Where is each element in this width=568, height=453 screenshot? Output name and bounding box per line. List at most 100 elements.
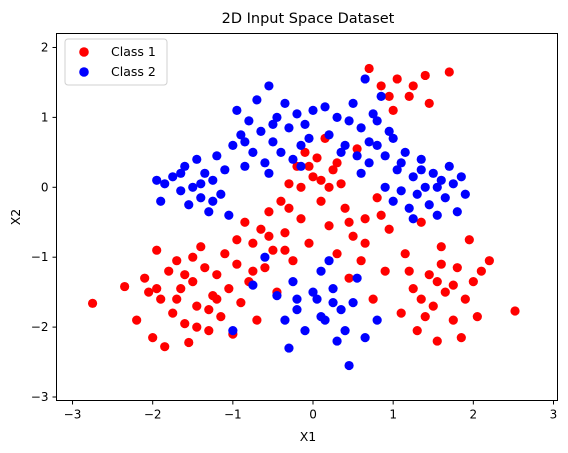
point-class-1-117	[324, 182, 334, 192]
point-class-1-79	[444, 67, 454, 77]
point-class-2-50	[360, 74, 370, 84]
point-class-1-87	[476, 266, 486, 276]
point-class-2-57	[388, 196, 398, 206]
point-class-1-1	[120, 281, 130, 292]
point-class-2-4	[176, 186, 186, 196]
point-class-2-2	[160, 179, 170, 189]
point-class-1-107	[404, 266, 414, 276]
y-axis-label: X2	[8, 209, 23, 226]
point-class-2-69	[436, 175, 446, 185]
point-class-1-95	[192, 322, 202, 332]
point-class-1-62	[376, 81, 386, 91]
point-class-2-90	[228, 326, 238, 336]
x-tick-label: 1	[389, 408, 397, 422]
point-class-2-100	[208, 196, 218, 206]
point-class-1-103	[332, 158, 342, 168]
point-class-2-20	[240, 161, 250, 171]
point-class-1-110	[448, 280, 458, 290]
point-class-1-11	[172, 256, 182, 266]
point-class-2-86	[360, 332, 370, 343]
point-class-1-111	[436, 259, 446, 269]
point-class-2-22	[248, 147, 258, 157]
point-class-1-58	[360, 214, 370, 224]
point-class-1-7	[156, 294, 166, 304]
x-axis: −3 −2 −1 0 1 2 3	[64, 400, 557, 422]
point-class-1-83	[460, 294, 470, 304]
point-class-2-106	[408, 214, 418, 224]
point-class-1-104	[344, 217, 354, 227]
x-axis-label: X1	[300, 429, 317, 444]
point-class-2-78	[284, 343, 294, 353]
point-class-1-30	[248, 238, 258, 248]
point-class-2-8	[192, 154, 202, 164]
point-class-1-80	[448, 315, 458, 325]
point-class-1-13	[180, 319, 190, 329]
point-class-1-46	[312, 153, 322, 163]
point-class-2-83	[324, 256, 334, 266]
point-class-2-9	[196, 193, 206, 203]
point-class-1-66	[392, 74, 402, 84]
point-class-2-53	[372, 140, 382, 150]
point-class-1-93	[204, 305, 214, 315]
point-class-1-54	[344, 273, 354, 283]
y-tick-label: 0	[41, 180, 49, 194]
point-class-2-43	[332, 112, 342, 122]
point-class-2-109	[328, 298, 338, 308]
point-class-1-51	[332, 249, 342, 259]
point-class-1-26	[232, 259, 242, 269]
point-class-1-112	[420, 312, 430, 322]
point-class-2-73	[452, 207, 462, 217]
point-class-1-82	[456, 332, 466, 343]
point-class-1-42	[296, 214, 306, 224]
point-class-1-53	[340, 203, 350, 213]
point-class-2-14	[216, 189, 226, 199]
point-class-1-59	[364, 63, 374, 74]
point-class-2-92	[296, 161, 306, 171]
point-class-2-6	[184, 200, 194, 210]
point-class-2-93	[336, 147, 346, 157]
point-class-2-29	[276, 147, 286, 157]
point-class-1-100	[280, 245, 290, 255]
point-class-2-75	[460, 189, 470, 199]
point-class-1-64	[384, 224, 394, 234]
point-class-1-21	[212, 270, 222, 280]
point-class-1-74	[424, 270, 434, 280]
point-class-2-67	[428, 168, 438, 178]
point-class-2-21	[244, 116, 254, 126]
point-class-2-99	[240, 137, 250, 147]
point-class-2-17	[228, 140, 238, 150]
point-class-2-38	[312, 294, 322, 304]
point-class-1-105	[360, 238, 370, 248]
point-class-2-45	[340, 140, 350, 150]
point-class-1-24	[224, 284, 234, 294]
point-class-2-24	[256, 126, 266, 136]
point-class-2-18	[232, 105, 242, 115]
point-class-2-25	[260, 158, 270, 168]
point-class-1-118	[284, 203, 294, 213]
plot-area	[56, 33, 558, 401]
point-class-2-23	[252, 95, 262, 105]
point-class-2-26	[264, 81, 274, 91]
point-class-2-47	[348, 98, 358, 108]
point-class-1-44	[304, 238, 314, 248]
point-class-2-91	[268, 119, 278, 129]
point-class-1-71	[412, 326, 422, 336]
point-class-1-5	[148, 332, 158, 343]
point-class-1-45	[308, 172, 318, 182]
point-class-2-114	[388, 133, 398, 143]
point-class-2-28	[272, 112, 282, 122]
point-class-1-114	[384, 91, 394, 102]
legend-label-class-2: Class 2	[111, 64, 156, 79]
point-class-2-85	[348, 298, 358, 308]
point-class-2-77	[280, 315, 290, 325]
point-class-2-54	[376, 91, 386, 102]
point-class-2-42	[328, 284, 338, 294]
legend-marker-class-2	[79, 67, 89, 77]
point-class-2-94	[352, 151, 362, 161]
point-class-1-98	[248, 266, 258, 276]
point-class-1-69	[404, 91, 414, 102]
point-class-1-39	[284, 179, 294, 189]
point-class-2-74	[456, 172, 466, 182]
point-class-1-89	[510, 306, 520, 316]
point-class-1-106	[376, 210, 386, 220]
